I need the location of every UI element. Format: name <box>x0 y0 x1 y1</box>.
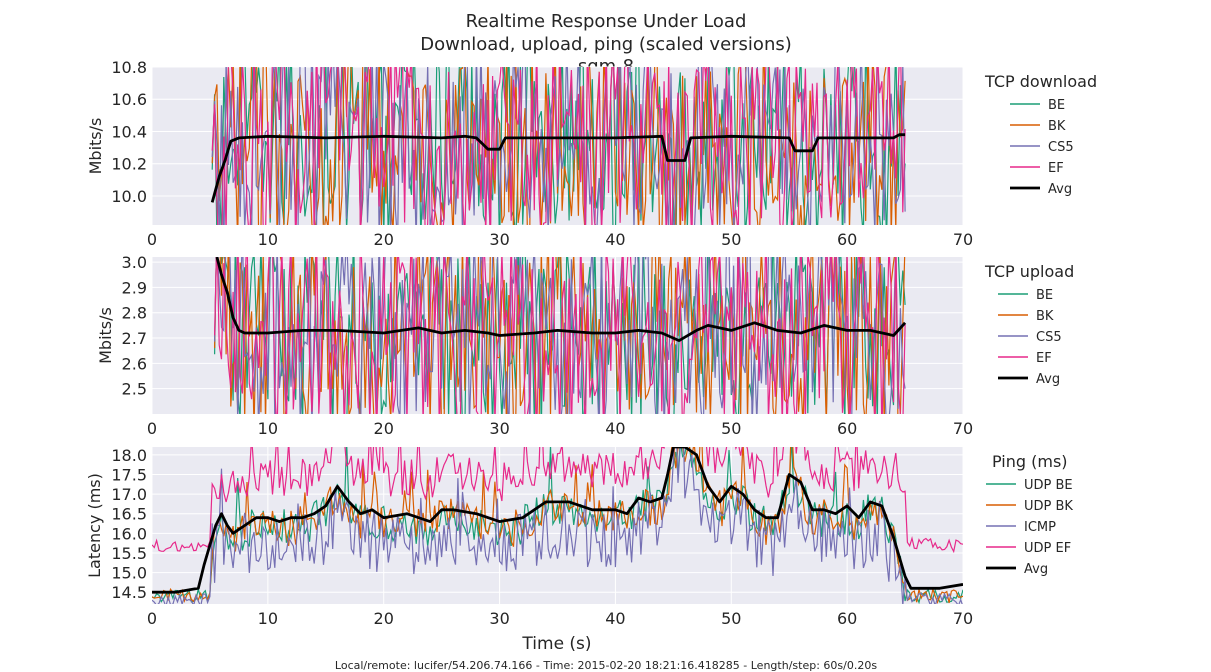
series-line-udp-ef <box>152 447 963 554</box>
y-tick-label: 10.4 <box>111 122 147 141</box>
legend-entry: CS5 <box>1036 330 1062 345</box>
y-tick-label: 17.5 <box>111 465 147 484</box>
series-group <box>214 257 907 414</box>
legend-title: TCP upload <box>984 262 1074 281</box>
y-tick-label: 2.9 <box>122 278 147 297</box>
legend-entry: EF <box>1048 161 1064 176</box>
x-tick-label: 30 <box>489 419 509 438</box>
y-tick-label: 2.7 <box>122 329 147 348</box>
y-tick-label: 17.0 <box>111 485 147 504</box>
series-line-ef <box>214 257 906 414</box>
x-tick-label: 60 <box>837 419 857 438</box>
series-line-avg <box>152 447 963 594</box>
x-tick-label: 70 <box>953 230 973 249</box>
y-tick-label: 18.0 <box>111 446 147 465</box>
x-tick-label: 10 <box>258 230 278 249</box>
legend-entry: Avg <box>1048 182 1072 197</box>
legend-entry: Avg <box>1036 372 1060 387</box>
x-tick-label: 30 <box>489 230 509 249</box>
y-tick-label: 14.5 <box>111 583 147 602</box>
x-tick-label: 20 <box>374 230 394 249</box>
legend-title: Ping (ms) <box>992 452 1068 471</box>
download-panel: 0 10 20 30 40 50 60 70 10.0 10.2 10.4 10.6 10.8 Mbits… <box>86 58 1097 249</box>
legend: TCP download BE BK CS5 EF Avg <box>984 72 1097 197</box>
x-tick-label: 70 <box>953 609 973 628</box>
x-tick-label: 0 <box>147 609 157 628</box>
upload-panel: 0 10 20 30 40 50 60 70 2.5 2.6 2.7 2.8 2.9 3.0 Mbits/s… <box>96 253 1074 438</box>
chart-title-line-1: Realtime Response Under Load <box>466 11 747 32</box>
x-tick-label: 40 <box>605 419 625 438</box>
x-axis-label: Time (s) <box>521 634 591 654</box>
legend-entry: UDP BK <box>1024 499 1073 514</box>
y-tick-label: 16.0 <box>111 524 147 543</box>
chart-title-line-2: Download, upload, ping (scaled versions) <box>420 34 792 55</box>
series-group <box>210 67 906 225</box>
x-tick-label: 50 <box>721 230 741 249</box>
series-line-avg <box>210 133 906 203</box>
x-tick-label: 10 <box>258 609 278 628</box>
y-tick-label: 2.6 <box>122 354 147 373</box>
x-tick-label: 70 <box>953 419 973 438</box>
y-axis-label: Latency (ms) <box>85 473 104 578</box>
y-tick-label: 16.5 <box>111 505 147 524</box>
y-tick-label: 15.5 <box>111 544 147 563</box>
x-tick-label: 40 <box>605 230 625 249</box>
x-tick-label: 50 <box>721 419 741 438</box>
ping-panel: 0 10 20 30 40 50 60 7014.515.015.516.016.517.01… <box>85 446 1073 628</box>
x-tick-label: 20 <box>374 609 394 628</box>
y-tick-label: 3.0 <box>122 253 147 272</box>
x-tick-label: 20 <box>374 419 394 438</box>
y-tick-label: 10.6 <box>111 90 147 109</box>
legend: Ping (ms) UDP BE UDP BK ICMP UDP EF Avg <box>986 452 1073 577</box>
y-tick-label: 15.0 <box>111 564 147 583</box>
y-tick-label: 10.0 <box>111 187 147 206</box>
series-line-ef <box>211 67 906 225</box>
x-tick-label: 30 <box>489 609 509 628</box>
y-axis-label: Mbits/s <box>86 118 105 175</box>
series-line-avg <box>215 257 907 343</box>
y-tick-label: 2.5 <box>122 380 147 399</box>
legend-entry: EF <box>1036 351 1052 366</box>
legend-entry: ICMP <box>1024 520 1056 535</box>
legend-entry: UDP BE <box>1024 478 1073 493</box>
legend-entry: BE <box>1048 98 1065 113</box>
y-axis-label: Mbits/s <box>96 307 115 364</box>
legend-entry: BE <box>1036 288 1053 303</box>
legend-entry: BK <box>1048 119 1066 134</box>
x-tick-label: 60 <box>837 230 857 249</box>
x-tick-label: 10 <box>258 419 278 438</box>
x-tick-label: 0 <box>147 230 157 249</box>
x-tick-label: 40 <box>605 609 625 628</box>
y-tick-label: 10.2 <box>111 155 147 174</box>
legend: TCP upload BE BK CS5 EF Avg <box>984 262 1074 387</box>
legend-entry: Avg <box>1024 562 1048 577</box>
series-line-icmp <box>152 447 963 604</box>
legend-entry: BK <box>1036 309 1054 324</box>
x-tick-label: 60 <box>837 609 857 628</box>
series-group <box>152 447 963 604</box>
legend-title: TCP download <box>984 72 1097 91</box>
legend-entry: CS5 <box>1048 140 1074 155</box>
y-tick-label: 10.8 <box>111 58 147 77</box>
x-tick-label: 0 <box>147 419 157 438</box>
y-tick-label: 2.8 <box>122 304 147 323</box>
x-tick-label: 50 <box>721 609 741 628</box>
footer-info: Local/remote: lucifer/54.206.74.166 - Ti… <box>335 659 877 672</box>
legend-entry: UDP EF <box>1024 541 1071 556</box>
